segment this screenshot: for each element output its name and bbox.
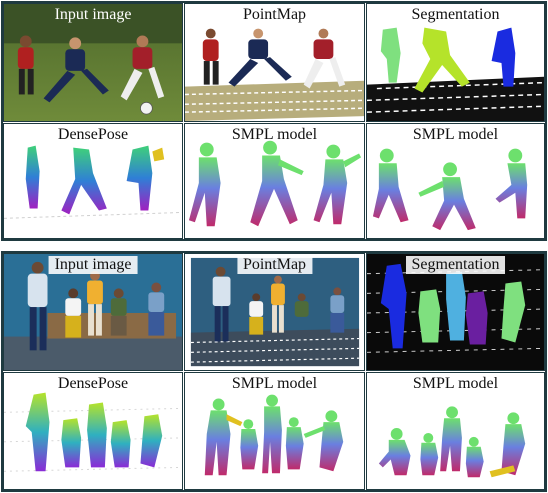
input-image-office: Input image	[3, 253, 183, 371]
densepose-office: DensePose	[3, 372, 183, 490]
smpl-model-office-front: SMPL model	[184, 372, 365, 490]
cell-label: DensePose	[57, 375, 129, 392]
cell-label: DensePose	[57, 126, 129, 143]
cell-label: SMPL model	[231, 126, 318, 143]
cell-label: SMPL model	[231, 375, 318, 392]
smpl-model-soccer-front: SMPL model	[184, 123, 365, 239]
cell-label: SMPL model	[412, 375, 499, 392]
cell-label: PointMap	[236, 256, 313, 274]
smpl-model-office-side: SMPL model	[366, 372, 545, 490]
smpl-model-soccer-side: SMPL model	[366, 123, 545, 239]
cell-label: Segmentation	[411, 6, 500, 23]
segmentation-soccer: Segmentation	[366, 3, 545, 122]
figure-group-office: Input image PointMap	[1, 251, 547, 492]
cell-label: PointMap	[242, 6, 307, 23]
cell-label: Input image	[48, 256, 138, 274]
segmentation-office: Segmentation	[366, 253, 545, 371]
densepose-soccer: DensePose	[3, 123, 183, 239]
cell-label: Input image	[54, 6, 132, 23]
figure-group-soccer: Input image PointMap	[1, 1, 547, 241]
cell-label: SMPL model	[412, 126, 499, 143]
pointmap-office: PointMap	[184, 253, 365, 371]
input-image-soccer: Input image	[3, 3, 183, 122]
pointmap-soccer: PointMap	[184, 3, 365, 122]
cell-label: Segmentation	[405, 256, 506, 274]
